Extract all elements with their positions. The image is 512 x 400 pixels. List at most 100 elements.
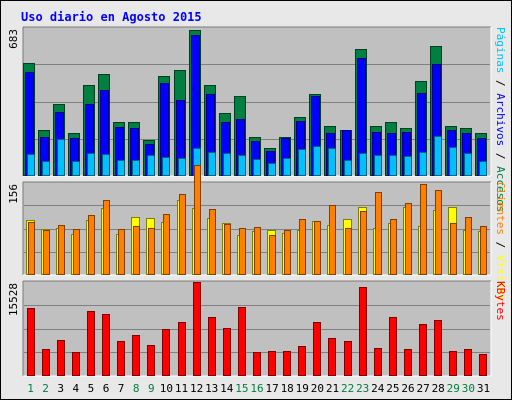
clients-bar-day-21 xyxy=(329,205,336,275)
clients-bar-day-7 xyxy=(118,229,125,275)
x-tick-label-day-18: 18 xyxy=(281,382,294,395)
x-tick-label-day-6: 6 xyxy=(103,382,110,395)
kbytes-bar-day-3 xyxy=(57,340,65,376)
kbytes-bar-day-27 xyxy=(419,324,427,376)
pages-bar-day-20 xyxy=(313,146,321,176)
clients-bar-day-9 xyxy=(148,228,155,275)
kbytes-panel-legend-label: KBytes xyxy=(494,281,507,321)
pages-bar-day-31 xyxy=(479,161,487,176)
pages-bar-day-24 xyxy=(374,155,382,176)
clients-bar-day-1 xyxy=(28,222,35,275)
x-tick-label-day-22: 22 xyxy=(341,382,354,395)
kbytes-bar-day-5 xyxy=(87,311,95,376)
x-tick-label-day-25: 25 xyxy=(386,382,399,395)
clients-bar-day-23 xyxy=(360,211,367,275)
pages-bar-day-28 xyxy=(434,136,442,176)
x-tick-label-day-13: 13 xyxy=(205,382,218,395)
kbytes-bar-day-9 xyxy=(147,345,155,376)
x-tick-label-day-11: 11 xyxy=(175,382,188,395)
kbytes-bar-day-10 xyxy=(162,329,170,376)
pages-bar-day-7 xyxy=(117,160,125,176)
pages-bar-day-9 xyxy=(147,155,155,176)
clients-bar-day-13 xyxy=(209,209,216,275)
kbytes-bar-day-17 xyxy=(268,351,276,376)
hits-files-pages-panel-legend-part-3: Archivos xyxy=(494,93,507,146)
x-tick-label-day-15: 15 xyxy=(235,382,248,395)
kbytes-bar-day-15 xyxy=(238,307,246,376)
hits-files-pages-panel-legend-part-1: Páginas xyxy=(494,27,507,73)
pages-bar-day-2 xyxy=(42,161,50,176)
pages-bar-day-17 xyxy=(268,163,276,176)
clients-bar-day-18 xyxy=(284,230,291,275)
clients-bar-day-17 xyxy=(269,235,276,275)
clients-bar-day-22 xyxy=(345,228,352,275)
pages-bar-day-22 xyxy=(344,160,352,176)
kbytes-bar-day-31 xyxy=(479,354,487,376)
kbytes-bar-day-13 xyxy=(208,317,216,376)
x-tick-label-day-3: 3 xyxy=(57,382,64,395)
visits-clients-panel-legend-part-3: Visitas xyxy=(494,255,507,301)
x-tick-label-day-16: 16 xyxy=(250,382,263,395)
x-tick-label-day-19: 19 xyxy=(296,382,309,395)
x-tick-label-day-10: 10 xyxy=(160,382,173,395)
x-tick-label-day-8: 8 xyxy=(133,382,140,395)
pages-bar-day-16 xyxy=(253,159,261,176)
x-tick-label-day-29: 29 xyxy=(447,382,460,395)
clients-bar-day-28 xyxy=(435,190,442,275)
kbytes-bar-day-14 xyxy=(223,328,231,376)
x-tick-label-day-31: 31 xyxy=(477,382,490,395)
clients-bar-day-4 xyxy=(73,229,80,275)
hits-files-pages-panel-legend-part-2: / xyxy=(494,73,507,93)
x-tick-label-day-30: 30 xyxy=(462,382,475,395)
pages-bar-day-21 xyxy=(328,148,336,176)
kbytes-bar-day-19 xyxy=(298,346,306,376)
hits-files-pages-panel-legend-part-5: Accesos xyxy=(494,166,507,212)
x-tick-label-day-23: 23 xyxy=(356,382,369,395)
hits-files-pages-panel-legend-part-4: / xyxy=(494,146,507,166)
clients-bar-day-26 xyxy=(405,203,412,275)
clients-bar-day-30 xyxy=(465,217,472,275)
pages-bar-day-26 xyxy=(404,156,412,176)
hits-files-pages-panel-legend-label: Páginas / Archivos / Accesos xyxy=(494,27,507,212)
clients-bar-day-20 xyxy=(314,221,321,275)
x-tick-label-day-7: 7 xyxy=(118,382,125,395)
x-tick-label-day-1: 1 xyxy=(27,382,34,395)
clients-bar-day-31 xyxy=(480,226,487,275)
kbytes-bar-day-30 xyxy=(464,349,472,376)
x-tick-label-day-27: 27 xyxy=(416,382,429,395)
x-tick-label-day-5: 5 xyxy=(88,382,95,395)
pages-bar-day-6 xyxy=(102,154,110,176)
pages-bar-day-25 xyxy=(389,155,397,176)
pages-bar-day-18 xyxy=(283,158,291,176)
kbytes-bar-day-26 xyxy=(404,349,412,376)
pages-bar-day-5 xyxy=(87,153,95,176)
kbytes-bar-day-25 xyxy=(389,317,397,376)
kbytes-bar-day-24 xyxy=(374,348,382,376)
x-tick-label-day-20: 20 xyxy=(311,382,324,395)
chart-title: Uso diario en Agosto 2015 xyxy=(21,10,202,24)
pages-bar-day-27 xyxy=(419,152,427,176)
x-tick-label-day-4: 4 xyxy=(72,382,79,395)
kbytes-bar-day-2 xyxy=(42,349,50,376)
clients-bar-day-27 xyxy=(420,184,427,275)
pages-bar-day-29 xyxy=(449,147,457,176)
kbytes-panel-legend-part-1: KBytes xyxy=(494,281,507,321)
x-tick-label-day-2: 2 xyxy=(42,382,49,395)
clients-bar-day-25 xyxy=(390,219,397,275)
kbytes-bar-day-4 xyxy=(72,352,80,376)
clients-bar-day-5 xyxy=(88,215,95,275)
visits-clients-panel-legend-part-2: / xyxy=(494,235,507,255)
kbytes-bar-day-29 xyxy=(449,351,457,376)
x-tick-label-day-24: 24 xyxy=(371,382,385,395)
pages-bar-day-19 xyxy=(298,149,306,176)
kbytes-bar-day-6 xyxy=(102,314,110,376)
pages-bar-day-3 xyxy=(57,139,65,176)
pages-bar-day-23 xyxy=(359,153,367,176)
kbytes-bar-day-20 xyxy=(313,322,321,376)
pages-bar-day-13 xyxy=(208,152,216,176)
x-tick-label-day-28: 28 xyxy=(432,382,445,395)
kbytes-bar-day-7 xyxy=(117,341,125,376)
kbytes-bar-day-1 xyxy=(27,308,35,376)
kbytes-bar-day-12 xyxy=(193,282,201,376)
kbytes-panel-y-max-label: 15528 xyxy=(7,283,20,316)
